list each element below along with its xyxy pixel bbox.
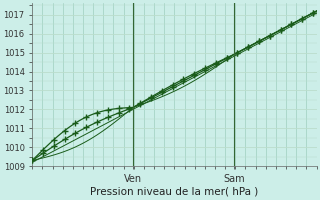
X-axis label: Pression niveau de la mer( hPa ): Pression niveau de la mer( hPa )	[90, 187, 259, 197]
